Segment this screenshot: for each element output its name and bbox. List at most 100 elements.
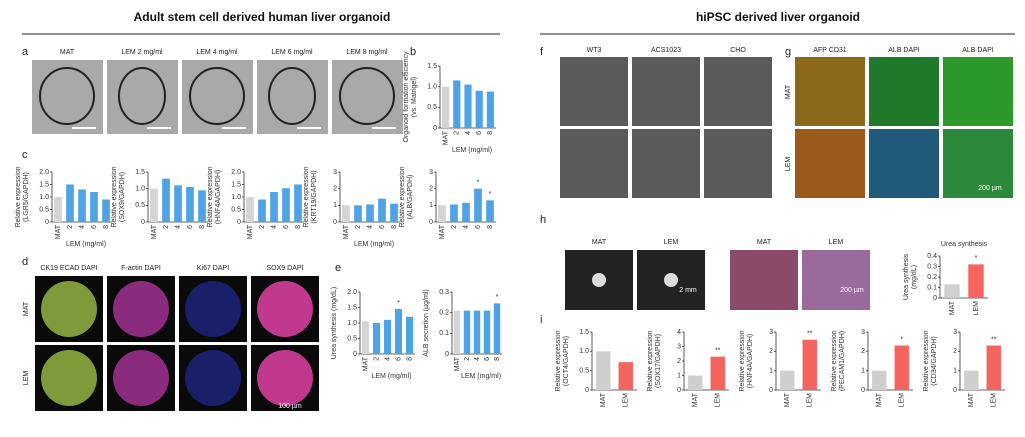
x-tick-label: MAT	[968, 392, 975, 407]
x-tick-label: 4	[463, 225, 470, 229]
y-tick-label: 3	[861, 329, 865, 336]
bar	[354, 205, 362, 222]
y-tick-label: 3	[953, 329, 957, 336]
y-tick-label: 1	[861, 368, 865, 375]
x-axis-label: LEM (mg/ml)	[354, 241, 394, 248]
significance: *	[496, 294, 499, 301]
y-tick-label: 1.0	[135, 186, 145, 193]
bar	[405, 316, 414, 354]
significance: *	[397, 300, 400, 307]
bar	[596, 351, 611, 390]
bar	[450, 204, 458, 222]
x-tick-label: 2	[67, 225, 74, 229]
y-tick-label: 1	[333, 202, 337, 209]
bar	[198, 190, 206, 222]
y-axis-label: Relative expression	[303, 166, 310, 227]
x-tick-label: 8	[487, 131, 494, 135]
y-axis-label: (HNF4A/GAPDH)	[215, 170, 222, 224]
panel-letter: d	[22, 256, 28, 268]
organoid-outline	[189, 67, 245, 125]
x-tick-label: MAT	[442, 130, 449, 145]
image-label: LEM 4 mg/ml	[196, 49, 238, 56]
bar	[54, 197, 62, 222]
organoid-outline	[268, 67, 316, 125]
y-tick-label: 1.0	[347, 320, 357, 327]
x-tick-label: 6	[475, 225, 482, 229]
x-tick-label: MAT	[439, 224, 446, 239]
micrograph	[560, 57, 628, 126]
significance: *	[489, 191, 492, 198]
micrograph	[730, 250, 798, 310]
y-axis-label: Relative expression	[15, 166, 22, 227]
y-tick-label: 0.5	[427, 104, 437, 111]
bar	[780, 370, 795, 390]
micrograph	[943, 57, 1013, 126]
bar	[894, 345, 909, 390]
bar	[438, 205, 446, 222]
y-tick-label: 3	[333, 169, 337, 176]
y-axis-label: Relative expression	[923, 330, 930, 391]
x-tick-label: LEM	[715, 393, 722, 408]
chart-title: Urea synthesis	[941, 241, 988, 248]
bar	[986, 345, 1001, 390]
panel-letter: g	[785, 46, 791, 58]
micrograph	[704, 129, 772, 198]
y-tick-label: 0	[585, 387, 589, 394]
y-tick-label: 0.1	[439, 330, 449, 337]
y-tick-label: 0	[353, 351, 357, 358]
panel-letter: a	[22, 46, 29, 58]
y-tick-label: 0.3	[927, 263, 937, 270]
x-tick-label: MAT	[362, 356, 369, 371]
x-tick-label: 6	[379, 225, 386, 229]
bar	[486, 200, 494, 222]
bar	[258, 199, 266, 222]
y-tick-label: 0.3	[439, 289, 449, 296]
image-label: LEM 8 mg/ml	[346, 49, 388, 56]
bar	[964, 370, 979, 390]
x-tick-label: 4	[465, 131, 472, 135]
micrograph	[32, 60, 103, 134]
x-tick-label: 4	[474, 357, 481, 361]
y-tick-label: 1.5	[579, 329, 589, 336]
image-label: AFP CD31	[813, 47, 846, 54]
x-axis-label: LEM (mg/ml)	[371, 373, 411, 380]
y-axis-label: Relative expression	[831, 330, 838, 391]
bar	[944, 284, 960, 298]
micrograph	[632, 57, 700, 126]
x-tick-label: 4	[384, 357, 391, 361]
bar	[282, 188, 290, 222]
image-label: MAT	[757, 239, 772, 246]
bar	[66, 184, 74, 222]
x-tick-label: MAT	[876, 392, 883, 407]
image-label: LEM 6 mg/ml	[271, 49, 313, 56]
image-label: CK19 ECAD DAPI	[40, 265, 97, 272]
organoid	[185, 281, 241, 337]
micrograph	[795, 57, 865, 126]
scale-label: 100 µm	[278, 403, 302, 410]
bar	[474, 188, 482, 222]
bar	[463, 310, 471, 354]
bar	[186, 187, 194, 222]
organoid	[257, 350, 313, 406]
x-tick-label: MAT	[454, 356, 461, 371]
x-tick-label: 2	[451, 225, 458, 229]
x-tick-label: 6	[395, 357, 402, 361]
panel-letter: f	[540, 46, 544, 58]
x-tick-label: 8	[103, 225, 110, 229]
organoid	[113, 350, 169, 406]
bar	[688, 375, 703, 390]
panel-letter: b	[410, 46, 416, 58]
image-label: LEM	[664, 239, 679, 246]
image-label: CHO	[730, 47, 746, 54]
bar	[174, 185, 182, 222]
y-tick-label: 0.5	[579, 368, 589, 375]
y-tick-label: 0	[433, 125, 437, 132]
image-label: Ki67 DAPI	[197, 265, 229, 272]
y-tick-label: 0	[237, 219, 241, 226]
x-tick-label: MAT	[600, 392, 607, 407]
y-axis-label: Organoid formation efficiency	[403, 51, 410, 142]
x-tick-label: LEM	[991, 393, 998, 408]
bar	[453, 310, 461, 354]
x-axis-label: LEM (mg/ml)	[66, 241, 106, 248]
